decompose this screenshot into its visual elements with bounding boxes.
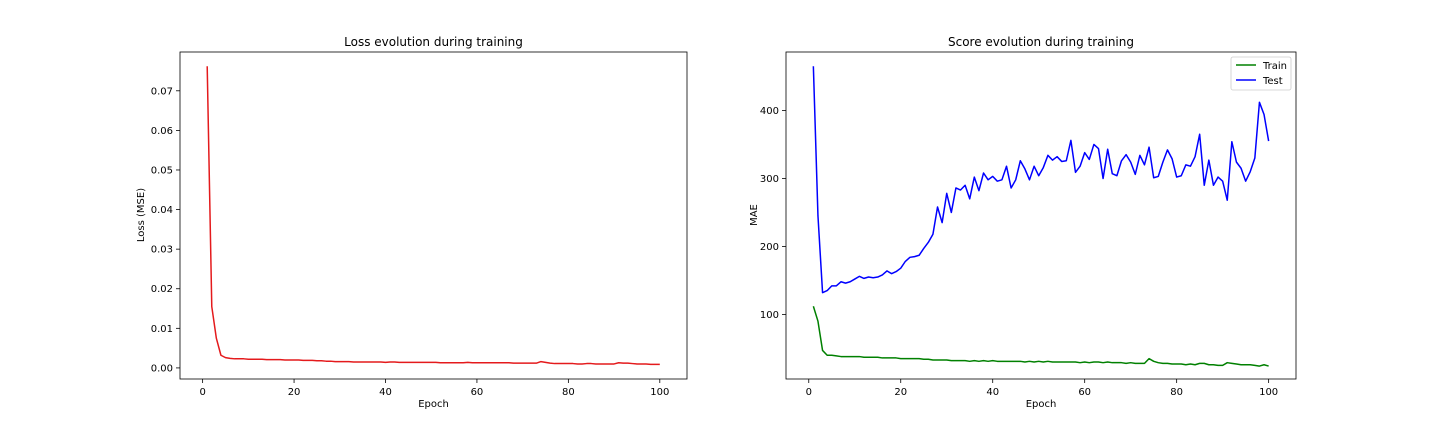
series-line-loss bbox=[206, 66, 660, 366]
x-tick-label: 60 bbox=[471, 387, 484, 398]
plot-frame bbox=[179, 51, 688, 380]
x-tick-label: 100 bbox=[650, 387, 669, 398]
y-ticks: 0.00 0.01 0.02 0.03 0.04 0.05 0.06 0.07 bbox=[151, 86, 180, 374]
plot-frame bbox=[785, 51, 1297, 380]
series-group bbox=[206, 66, 660, 366]
x-tick-label: 0 bbox=[806, 387, 812, 398]
x-tick-label: 60 bbox=[1078, 387, 1091, 398]
y-tick-label: 0.00 bbox=[151, 363, 173, 374]
loss-chart: Loss evolution during training Epoch Los… bbox=[136, 35, 688, 410]
x-tick-label: 80 bbox=[1170, 387, 1183, 398]
x-tick-label: 20 bbox=[288, 387, 301, 398]
y-tick-label: 0.06 bbox=[151, 126, 173, 137]
y-tick-label: 0.04 bbox=[151, 205, 173, 216]
x-tick-label: 100 bbox=[1259, 387, 1278, 398]
y-tick-label: 300 bbox=[760, 174, 779, 185]
series-line-test bbox=[812, 66, 1270, 294]
x-axis-label: Epoch bbox=[1026, 399, 1057, 410]
y-tick-label: 0.02 bbox=[151, 284, 173, 295]
legend-label-test: Test bbox=[1262, 76, 1283, 87]
y-tick-label: 400 bbox=[760, 106, 779, 117]
y-tick-label: 0.01 bbox=[151, 324, 173, 335]
x-tick-label: 20 bbox=[894, 387, 907, 398]
x-axis-label: Epoch bbox=[418, 399, 449, 410]
y-ticks: 100 200 300 400 bbox=[760, 106, 786, 321]
y-tick-label: 0.07 bbox=[151, 86, 173, 97]
x-ticks: 0 20 40 60 80 100 bbox=[806, 379, 1278, 398]
score-chart: Score evolution during training Epoch MA… bbox=[749, 35, 1297, 410]
series-line-train bbox=[812, 306, 1269, 367]
x-tick-label: 40 bbox=[379, 387, 392, 398]
x-tick-label: 80 bbox=[562, 387, 575, 398]
legend-label-train: Train bbox=[1262, 61, 1287, 72]
x-tick-label: 40 bbox=[986, 387, 999, 398]
legend: Train Test bbox=[1230, 56, 1292, 91]
y-axis-label: Loss (MSE) bbox=[136, 188, 147, 242]
x-tick-label: 0 bbox=[199, 387, 205, 398]
y-tick-label: 100 bbox=[760, 310, 779, 321]
y-tick-label: 0.03 bbox=[151, 245, 173, 256]
chart-title: Score evolution during training bbox=[948, 35, 1134, 49]
x-ticks: 0 20 40 60 80 100 bbox=[199, 379, 669, 398]
chart-title: Loss evolution during training bbox=[344, 35, 523, 49]
y-axis-label: MAE bbox=[749, 204, 760, 226]
y-tick-label: 0.05 bbox=[151, 165, 173, 176]
series-group bbox=[812, 66, 1270, 367]
y-tick-label: 200 bbox=[760, 242, 779, 253]
